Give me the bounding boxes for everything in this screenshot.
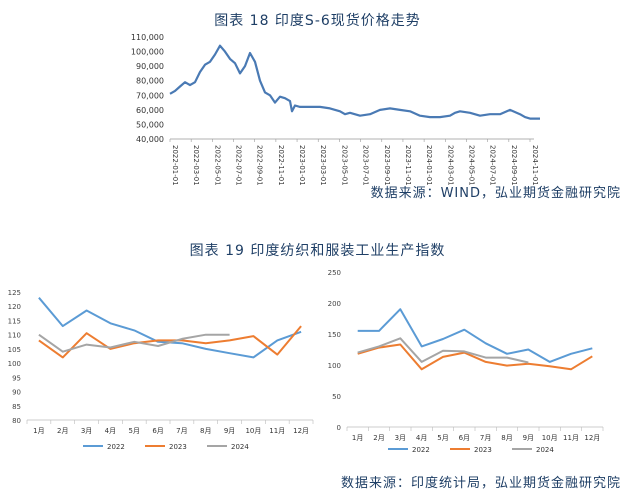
x-tick-label: 2022-05-01 [213, 145, 221, 186]
legend-label-2024: 2024 [536, 446, 554, 454]
x-tick-label: 5月 [437, 434, 448, 442]
series-line-s6 [169, 44, 540, 120]
x-tick-label: 10月 [542, 434, 558, 442]
x-tick-label: 9月 [523, 434, 534, 442]
x-tick-label: 10月 [245, 427, 261, 435]
x-tick-label: 8月 [200, 427, 211, 435]
y-tick-label: 100 [8, 360, 21, 368]
legend-label-2022: 2022 [412, 446, 430, 454]
x-tick-label: 2024-11-01 [531, 145, 539, 186]
x-tick-label: 6月 [152, 427, 163, 435]
y-tick-label: 150 [328, 331, 341, 339]
series-line-2023 [38, 325, 302, 359]
y-tick-label: 40,000 [136, 135, 164, 144]
x-tick-label: 12月 [584, 434, 600, 442]
x-tick-label: 3月 [81, 427, 92, 435]
x-tick-label: 2022-07-01 [235, 145, 243, 186]
x-tick-label: 6月 [459, 434, 470, 442]
x-tick-label: 2月 [57, 427, 68, 435]
y-tick-label: 200 [328, 300, 341, 308]
figure-19-title: 图表 19 印度纺织和服装工业生产指数 [189, 243, 446, 259]
x-tick-label: 2023-01-01 [298, 145, 306, 186]
x-tick-label: 2024-09-01 [510, 145, 518, 186]
y-tick-label: 60,000 [136, 106, 164, 115]
x-tick-label: 2022-09-01 [256, 145, 264, 186]
y-tick-label: 80 [12, 417, 21, 425]
x-tick-label: 1月 [33, 427, 44, 435]
legend-label-2023: 2023 [474, 446, 492, 454]
figure-18-title: 图表 18 印度S-6现货价格走势 [214, 13, 421, 29]
y-tick-label: 95 [12, 374, 21, 382]
x-tick-label: 2022-03-01 [192, 145, 200, 186]
legend-label-2023: 2023 [169, 443, 187, 451]
y-tick-label: 80,000 [136, 77, 164, 86]
figure-19-source: 数据来源：印度统计局，弘业期货金融研究院 [340, 476, 621, 491]
x-tick-label: 2022-01-01 [171, 145, 179, 186]
x-tick-label: 2024-01-01 [425, 145, 433, 186]
x-tick-label: 2023-11-01 [404, 145, 412, 186]
legend-label-2024: 2024 [231, 443, 249, 451]
y-tick-label: 90,000 [136, 62, 164, 71]
series-line-2024 [357, 337, 529, 364]
y-tick-label: 50,000 [136, 120, 164, 129]
x-tick-label: 2023-05-01 [340, 145, 348, 186]
y-tick-label: 50 [332, 393, 341, 401]
x-tick-label: 1月 [352, 434, 363, 442]
y-tick-label: 115 [8, 317, 21, 325]
x-tick-label: 5月 [129, 427, 140, 435]
y-tick-label: 70,000 [136, 91, 164, 100]
y-tick-label: 125 [8, 289, 21, 297]
series-line-2023 [357, 343, 593, 371]
y-tick-label: 105 [8, 346, 21, 354]
x-tick-label: 4月 [416, 434, 427, 442]
x-tick-label: 2024-03-01 [446, 145, 454, 186]
x-tick-label: 4月 [105, 427, 116, 435]
x-tick-label: 2023-03-01 [319, 145, 327, 186]
x-tick-label: 2023-07-01 [362, 145, 370, 186]
y-tick-label: 100 [328, 362, 341, 370]
y-tick-label: 90 [12, 389, 21, 397]
x-tick-label: 12月 [293, 427, 309, 435]
x-tick-label: 2022-11-01 [277, 145, 285, 186]
series-line-2024 [38, 333, 230, 353]
x-tick-label: 11月 [563, 434, 579, 442]
y-tick-label: 110,000 [131, 33, 164, 42]
y-tick-label: 85 [12, 403, 21, 411]
y-tick-label: 250 [328, 269, 341, 277]
x-tick-label: 8月 [501, 434, 512, 442]
y-tick-label: 120 [8, 303, 21, 311]
x-tick-label: 3月 [395, 434, 406, 442]
x-tick-label: 2024-05-01 [467, 145, 475, 186]
x-tick-label: 9月 [224, 427, 235, 435]
x-tick-label: 2月 [373, 434, 384, 442]
figure-18-source: 数据来源：WIND，弘业期货金融研究院 [370, 186, 621, 201]
x-tick-label: 7月 [480, 434, 491, 442]
y-tick-label: 100,000 [131, 48, 164, 57]
x-tick-label: 7月 [176, 427, 187, 435]
x-tick-label: 2023-09-01 [383, 145, 391, 186]
legend-label-2022: 2022 [107, 443, 125, 451]
x-tick-label: 2024-07-01 [489, 145, 497, 186]
y-tick-label: 0 [337, 424, 341, 432]
series-line-2022 [357, 308, 593, 363]
y-tick-label: 110 [8, 332, 21, 340]
x-tick-label: 11月 [269, 427, 285, 435]
